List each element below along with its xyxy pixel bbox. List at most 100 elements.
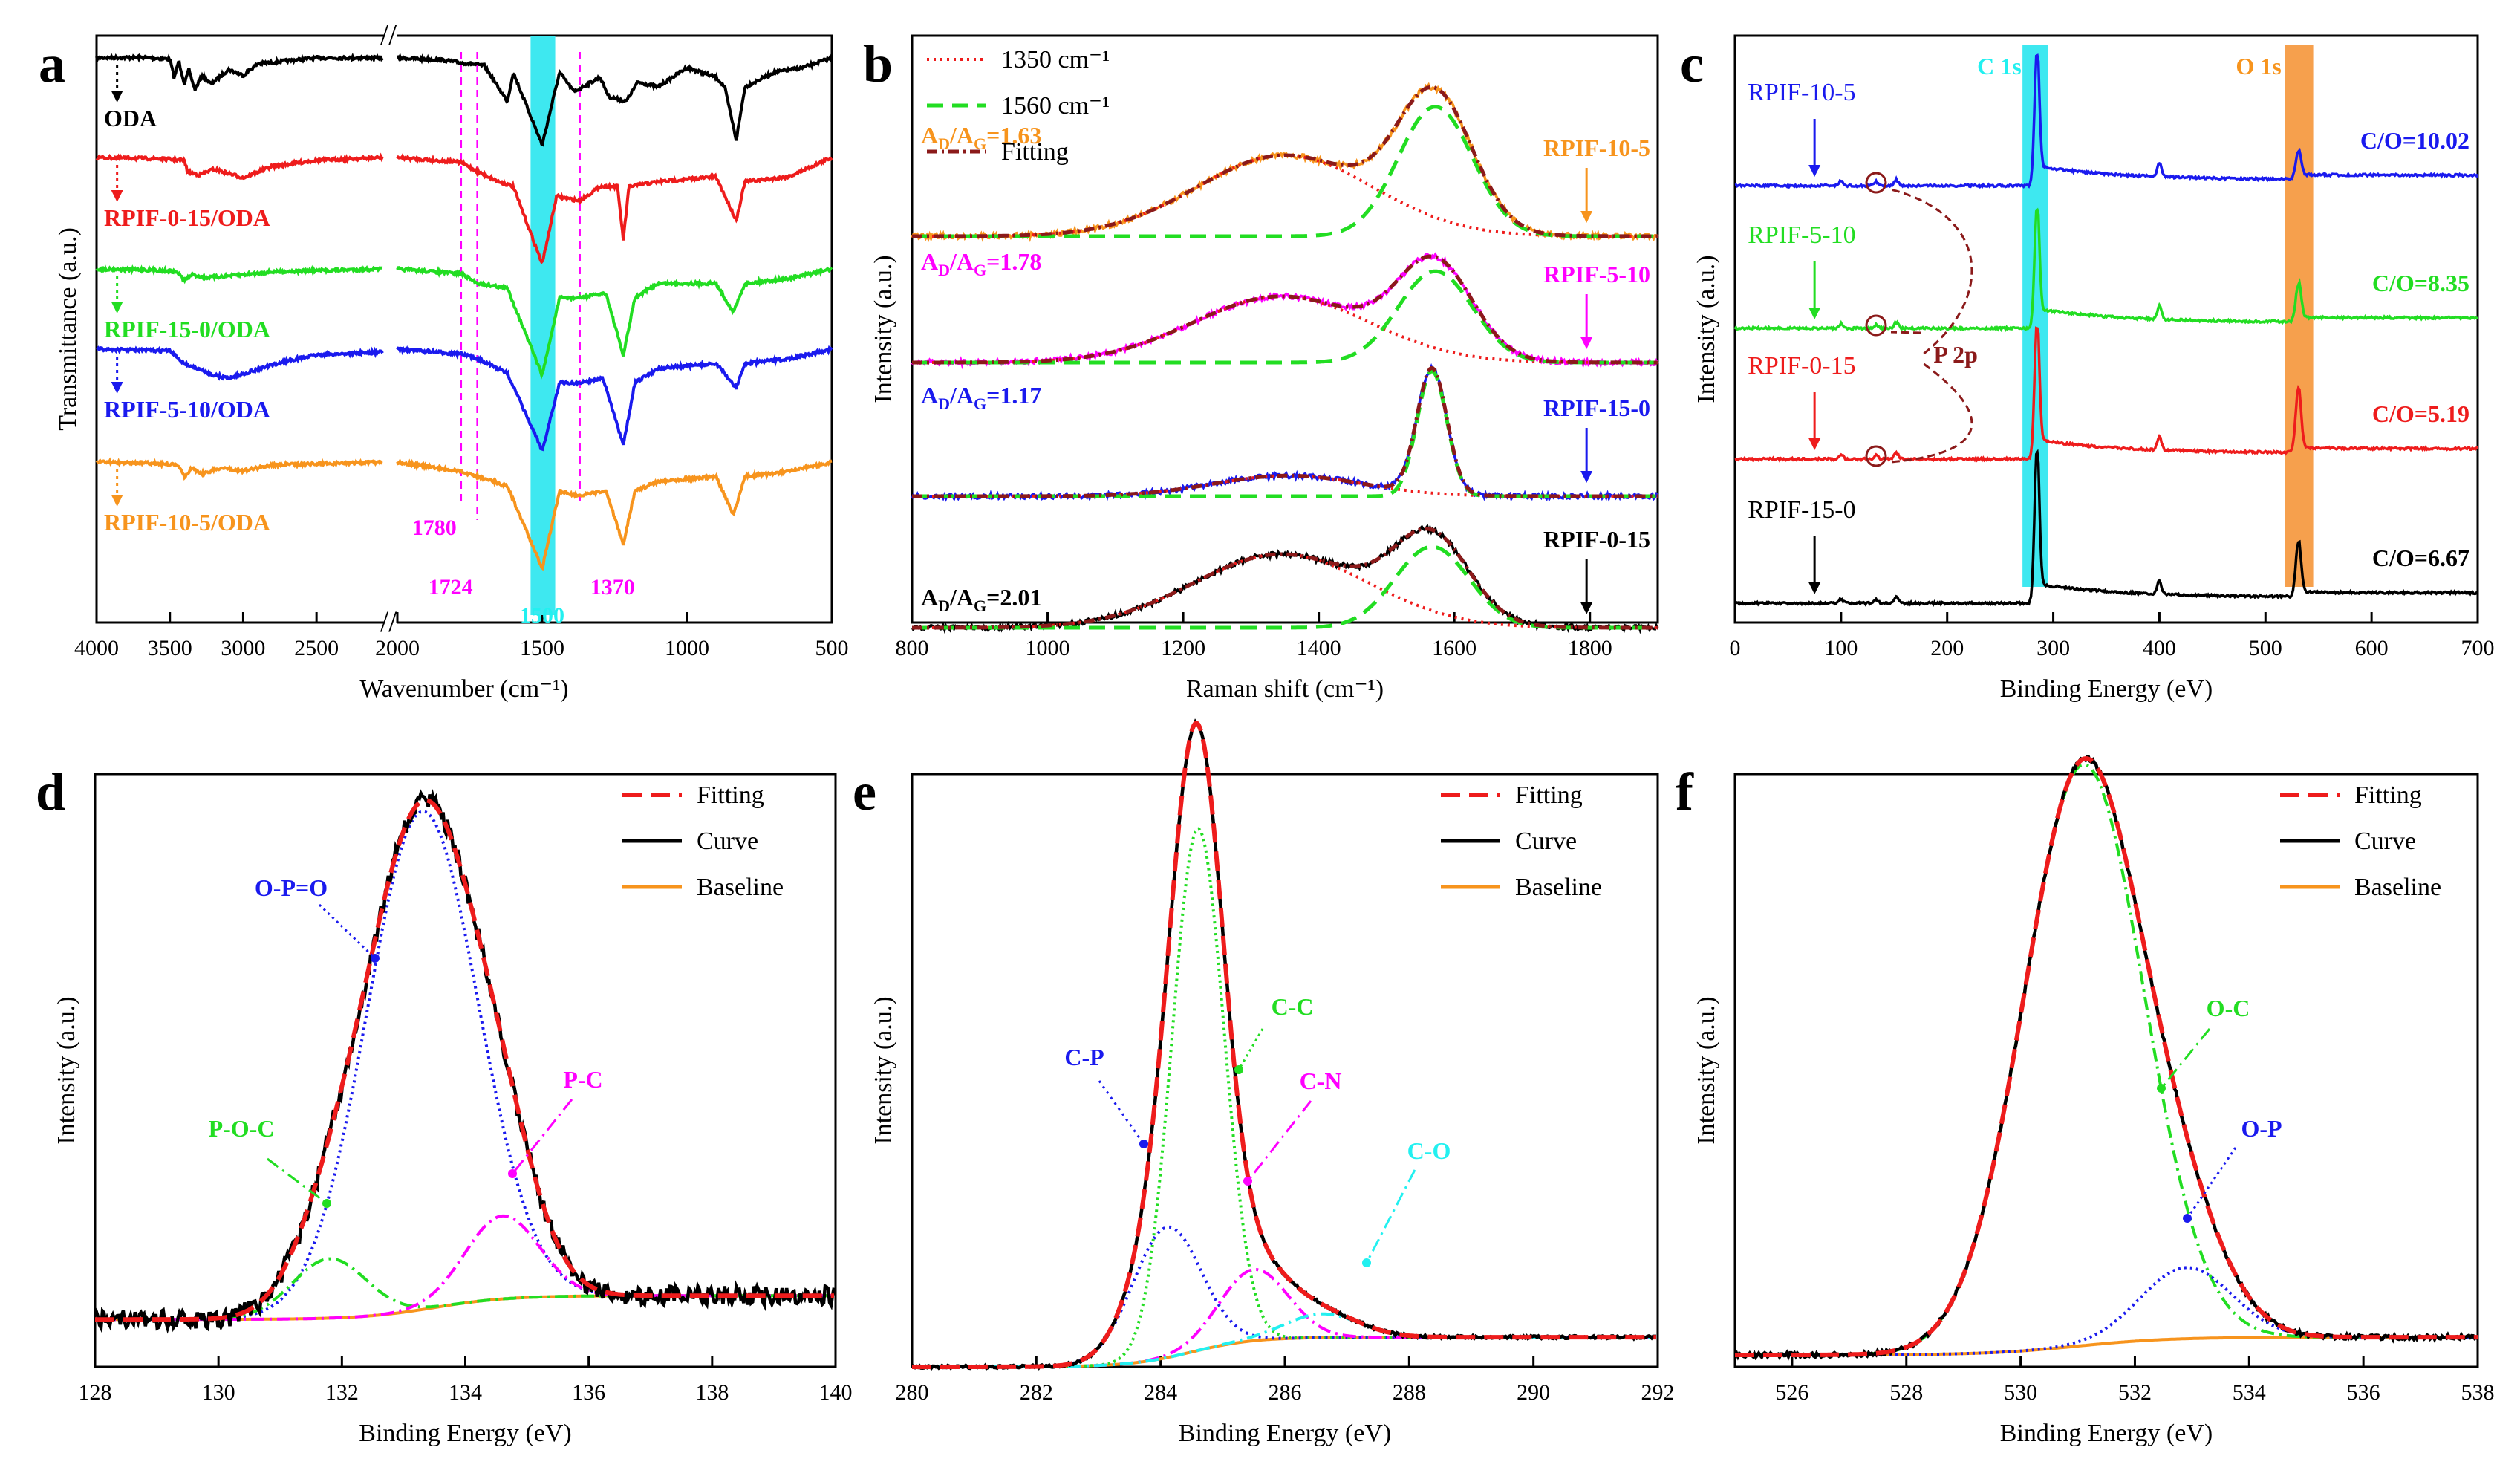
a-series-right xyxy=(396,345,833,452)
c-arrow xyxy=(1808,261,1821,319)
b-ratio-part: D xyxy=(938,394,950,413)
e-legend-label: Baseline xyxy=(1515,874,1602,901)
b-ratio-label: AD/AG=2.01 xyxy=(921,584,1041,615)
a-xtick-label: 1500 xyxy=(520,636,564,660)
a-xtick-label: 2000 xyxy=(375,636,420,660)
f-label-pointer xyxy=(2183,1214,2192,1223)
a-xtick-label: 3500 xyxy=(148,636,192,660)
b-xlabel: Raman shift (cm⁻¹) xyxy=(1186,675,1384,703)
d-xtick-label: 134 xyxy=(449,1380,482,1405)
b-legend-label: Fitting xyxy=(1001,138,1069,166)
b-fit-d xyxy=(912,474,1658,498)
c-p2p-label: P 2p xyxy=(1933,341,1978,368)
b-ratio-part: D xyxy=(938,597,950,615)
b-xtick-label: 1400 xyxy=(1297,636,1341,660)
a-series-arrow xyxy=(111,65,123,103)
c-ratio-label: C/O=8.35 xyxy=(2372,270,2469,296)
c-arrow-head xyxy=(1808,438,1821,450)
b-sample-label: RPIF-10-5 xyxy=(1543,134,1650,161)
a-series-label: RPIF-15-0/ODA xyxy=(104,316,270,342)
b-xtick-label: 1800 xyxy=(1568,636,1612,660)
c-arrow xyxy=(1808,392,1821,450)
f-peak-label: O-C xyxy=(2207,995,2250,1021)
a-series-arrow xyxy=(111,165,123,202)
a-label-1780: 1780 xyxy=(412,516,457,540)
e-peak-label: C-P xyxy=(1064,1044,1104,1070)
d-peak-label: P-O-C xyxy=(209,1115,275,1142)
f-xtick-label: 538 xyxy=(2461,1380,2495,1405)
e-xtick-label: 280 xyxy=(896,1380,929,1405)
a-xtick-label: 500 xyxy=(815,636,849,660)
a-break-bottom: // xyxy=(380,605,397,638)
c-spectrum xyxy=(1733,449,2478,608)
c-band-label-o1s: O 1s xyxy=(2236,53,2281,79)
c-xtick-label: 200 xyxy=(1930,636,1964,660)
b-xtick-label: 800 xyxy=(896,636,929,660)
b-ratio-part: A xyxy=(921,584,938,611)
e-xlabel: Binding Energy (eV) xyxy=(1179,1420,1391,1447)
e-xtick-label: 282 xyxy=(1020,1380,1053,1405)
a-series-left xyxy=(95,264,383,285)
e-label-pointer xyxy=(1362,1258,1371,1267)
c-band-label-c1s: C 1s xyxy=(1977,53,2022,79)
f-legend-label: Curve xyxy=(2354,828,2416,855)
c-sample-label: RPIF-0-15 xyxy=(1748,352,1855,380)
e-ylabel: Intensity (a.u.) xyxy=(870,996,897,1144)
a-series-arrow-head xyxy=(111,190,123,202)
b-ratio-part: D xyxy=(938,134,950,153)
panel-letter-b: b xyxy=(863,34,893,94)
a-series-arrow xyxy=(111,276,123,313)
a-series-label: RPIF-5-10/ODA xyxy=(104,396,270,423)
a-series-right xyxy=(396,153,833,264)
b-fit-d xyxy=(912,294,1658,364)
a-series-left xyxy=(95,52,384,91)
c-sample-label: RPIF-10-5 xyxy=(1748,79,1855,106)
e-label-pointer xyxy=(1234,1065,1243,1074)
b-ratio-part: /A xyxy=(949,382,974,409)
e-peak-label: C-C xyxy=(1272,993,1314,1020)
a-series-arrow-head xyxy=(111,495,123,507)
c-xtick-label: 500 xyxy=(2249,636,2282,660)
a-label-1500: 1500 xyxy=(520,603,564,628)
e-label-leader xyxy=(1246,1100,1312,1182)
c-arrow-head xyxy=(1808,308,1821,319)
f-fitting xyxy=(1735,756,2478,1357)
e-label-pointer xyxy=(1243,1177,1252,1186)
f-legend-label: Baseline xyxy=(2354,874,2441,901)
e-legend-label: Fitting xyxy=(1515,781,1583,809)
a-series-arrow xyxy=(111,469,123,507)
c-arrow xyxy=(1808,119,1821,177)
f-xtick-label: 528 xyxy=(1889,1380,1923,1405)
d-xtick-label: 140 xyxy=(819,1380,853,1405)
b-ratio-part: =1.63 xyxy=(986,122,1041,149)
a-band-1500 xyxy=(530,36,556,615)
c-spectrum xyxy=(1733,207,2478,333)
b-arrow-head xyxy=(1580,211,1593,223)
c-xtick-label: 400 xyxy=(2143,636,2176,660)
c-xlabel: Binding Energy (eV) xyxy=(2000,675,2213,703)
c-ratio-label: C/O=10.02 xyxy=(2360,127,2469,154)
d-legend-label: Curve xyxy=(697,828,758,855)
a-break-gap xyxy=(385,32,397,626)
a-series-right xyxy=(397,53,833,147)
c-p2p-arrow-mid xyxy=(1890,331,1921,334)
b-fit-total xyxy=(912,85,1658,238)
a-series-left xyxy=(95,457,383,481)
c-arrow xyxy=(1808,536,1821,594)
c-ratio-label: C/O=5.19 xyxy=(2372,400,2469,427)
e-peak-component xyxy=(912,827,1656,1368)
c-ylabel: Intensity (a.u.) xyxy=(1693,255,1720,403)
c-sample-label: RPIF-15-0 xyxy=(1748,496,1855,524)
b-frame xyxy=(911,34,1659,624)
b-fit-total xyxy=(912,527,1658,630)
b-legend-label: 1560 cm⁻¹ xyxy=(1001,92,1110,120)
d-frame xyxy=(94,773,837,1368)
d-label-leader xyxy=(511,1099,573,1174)
c-p2p-arrow-down xyxy=(1890,363,1973,464)
c-arrow-head xyxy=(1808,582,1821,594)
b-legend-label: 1350 cm⁻¹ xyxy=(1001,46,1110,74)
c-sample-label: RPIF-5-10 xyxy=(1748,221,1855,249)
d-peak-label: O-P=O xyxy=(255,874,328,901)
f-label-leader xyxy=(2160,1028,2211,1089)
f-peak-label: O-P xyxy=(2241,1115,2282,1142)
